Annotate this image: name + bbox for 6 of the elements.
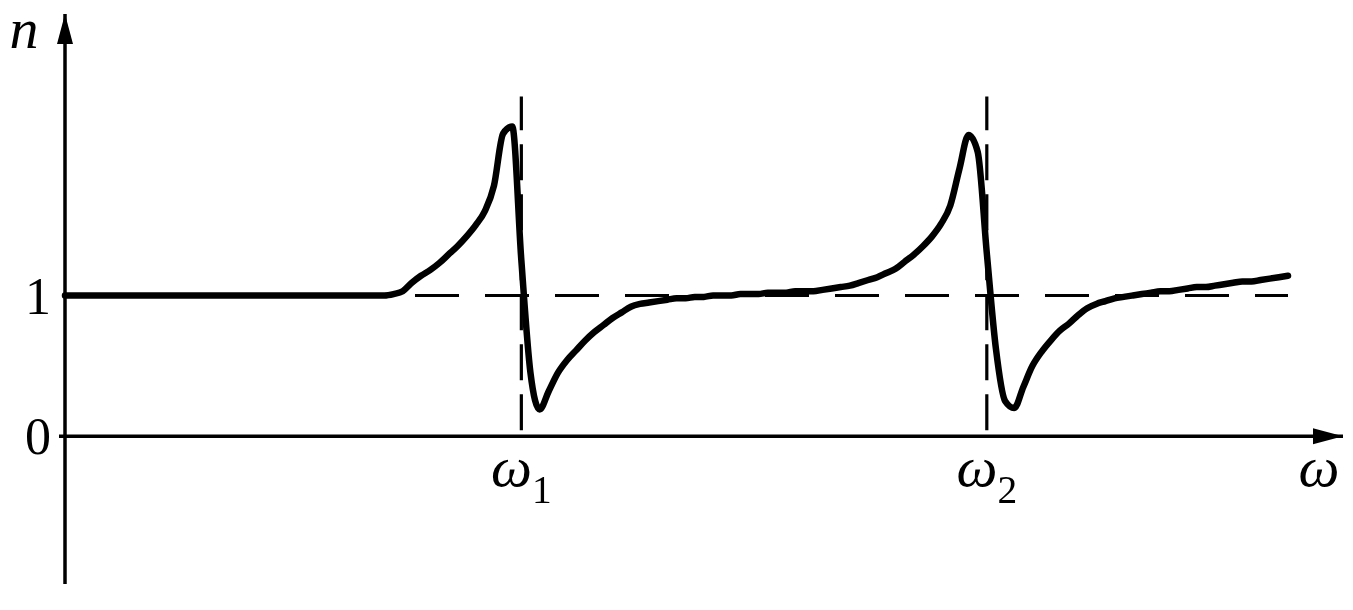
y-axis-title: n — [9, 0, 39, 61]
x-tick-label: ω$_{2}$ — [956, 434, 1018, 512]
y-tick-label: 0 — [25, 408, 51, 466]
x-axis-title: ω — [1298, 434, 1340, 500]
x-tick-label: ω$_{1}$ — [491, 434, 552, 512]
y-tick-label: 1 — [25, 267, 51, 325]
